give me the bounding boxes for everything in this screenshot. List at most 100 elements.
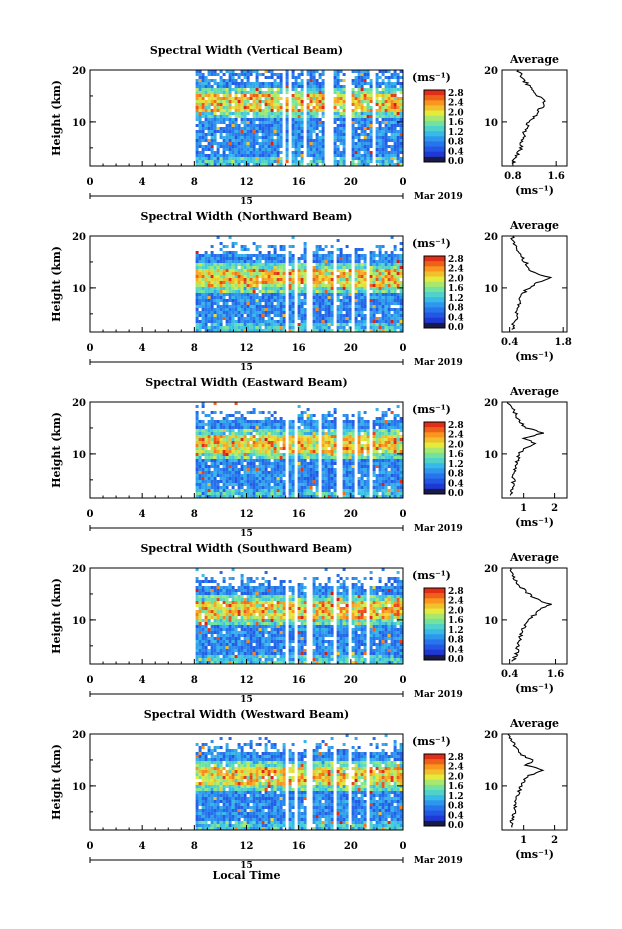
colorbar-tick-label: 1.6 xyxy=(448,284,464,294)
x-tick-label: 12 xyxy=(240,675,254,686)
colorbar xyxy=(423,753,446,827)
x-tick-label: 0 xyxy=(87,675,94,686)
colorbar-segment xyxy=(424,281,445,288)
average-line xyxy=(511,69,546,164)
day-label: 15 xyxy=(240,363,253,373)
colorbar-segment xyxy=(424,432,445,438)
colorbar-segment xyxy=(424,649,445,656)
colorbar-segment xyxy=(424,488,445,495)
colorbar xyxy=(423,255,446,329)
colorbar xyxy=(423,89,446,163)
panel-2: Spectral Width (Northward Beam) 20 10 Heigh… xyxy=(50,210,572,373)
colorbar-tick-label: 1.6 xyxy=(448,782,464,792)
average-frame xyxy=(501,69,568,167)
x-tick-label: 4 xyxy=(139,509,146,520)
panel-5: Spectral Width (Westward Beam)2010Height… xyxy=(50,708,568,871)
date-axis-ends xyxy=(89,193,404,199)
average-frame xyxy=(501,733,568,831)
date-label: Mar 2019 xyxy=(414,856,463,866)
colorbar-tick-label: 0.4 xyxy=(448,811,464,821)
colorbar-segment xyxy=(424,805,445,811)
colorbar-tick-label: 0.8 xyxy=(448,304,464,314)
colorbar-tick-label: 1.2 xyxy=(448,460,464,470)
panel-title: Spectral Width (Eastward Beam) xyxy=(145,376,347,389)
colorbar-tick-label: 0.4 xyxy=(448,313,464,323)
colorbar-tick-label: 2.8 xyxy=(448,753,464,763)
x-tick-label: 0 xyxy=(87,343,94,354)
avg-y-tick-label: 20 xyxy=(484,564,498,575)
average-unit: (ms⁻¹) xyxy=(515,350,554,363)
colorbar-segment xyxy=(424,115,445,122)
avg-y-tick-label: 20 xyxy=(484,232,498,243)
x-tick-label: 0 xyxy=(87,177,94,188)
colorbar-segment xyxy=(424,131,445,137)
avg-x-tick-label: 1 xyxy=(520,503,527,514)
date-label: Mar 2019 xyxy=(414,192,463,202)
colorbar-segment xyxy=(424,307,445,313)
colorbar-tick-label: 0.0 xyxy=(448,821,464,831)
average-profile: Average 20 10 0.4 1.6 (ms⁻¹) xyxy=(484,551,568,695)
colorbar xyxy=(423,421,446,495)
colorbar-segment xyxy=(424,779,445,786)
colorbar-segment xyxy=(424,126,445,132)
colorbar-unit: (ms⁻¹) xyxy=(412,569,451,582)
average-title: Average xyxy=(509,551,559,564)
y-tick-label: 10 xyxy=(72,616,86,627)
colorbar-segment xyxy=(424,105,445,111)
date-axis-ends xyxy=(89,691,404,697)
colorbar-tick-label: 2.8 xyxy=(448,587,464,597)
average-title: Average xyxy=(509,53,559,66)
colorbar-segment xyxy=(424,110,445,117)
colorbar-tick-label: 1.6 xyxy=(448,118,464,128)
colorbar-segment xyxy=(424,800,445,806)
colorbar-segment xyxy=(424,593,445,599)
colorbar-tick-label: 0.8 xyxy=(448,802,464,812)
average-unit: (ms⁻¹) xyxy=(515,516,554,529)
x-tick-label: 4 xyxy=(139,841,146,852)
avg-x-tick-label: 0.4 xyxy=(501,337,518,348)
y-tick-label: 20 xyxy=(72,398,86,409)
colorbar-tick-label: 1.6 xyxy=(448,450,464,460)
average-unit: (ms⁻¹) xyxy=(515,682,554,695)
x-tick-label: 0 xyxy=(400,841,407,852)
colorbar-segment xyxy=(424,795,445,801)
panel-title: Spectral Width (Vertical Beam) xyxy=(150,44,343,57)
colorbar-unit: (ms⁻¹) xyxy=(412,237,451,250)
y-tick-label: 20 xyxy=(72,564,86,575)
colorbar-segment xyxy=(424,629,445,635)
colorbar-segment xyxy=(424,427,445,433)
colorbar-tick-label: 2.8 xyxy=(448,89,464,99)
x-tick-label: 12 xyxy=(240,841,254,852)
avg-x-tick-label: 0.8 xyxy=(504,171,521,182)
date-label: Mar 2019 xyxy=(414,524,463,534)
x-tick-label: 8 xyxy=(191,841,198,852)
date-axis-ends xyxy=(89,857,404,863)
x-tick-label: 0 xyxy=(400,343,407,354)
colorbar-segment xyxy=(424,754,445,760)
avg-x-tick-label: 1 xyxy=(520,835,527,846)
x-tick-label: 16 xyxy=(292,841,306,852)
heatmap xyxy=(195,70,403,166)
panel-title: Spectral Width (Southward Beam) xyxy=(140,542,352,555)
colorbar-segment xyxy=(424,141,445,147)
colorbar-tick-label: 0.4 xyxy=(448,479,464,489)
colorbar-tick-label: 0.4 xyxy=(448,147,464,157)
panel-3: Spectral Width (Eastward Beam)2010Height… xyxy=(50,376,568,539)
y-tick-label: 20 xyxy=(72,730,86,741)
avg-y-tick-label: 10 xyxy=(484,616,498,627)
average-frame xyxy=(501,401,568,499)
colorbar-tick-label: 0.0 xyxy=(448,157,464,167)
colorbar-segment xyxy=(424,618,445,625)
average-line xyxy=(506,401,545,496)
colorbar-tick-label: 2.4 xyxy=(448,431,464,441)
colorbar-segment xyxy=(424,790,445,796)
colorbar-tick-label: 2.0 xyxy=(448,274,464,284)
colorbar-segment xyxy=(424,774,445,781)
average-frame xyxy=(501,567,568,665)
colorbar-segment xyxy=(424,820,445,827)
average-line xyxy=(509,567,552,662)
x-tick-label: 0 xyxy=(400,675,407,686)
avg-y-tick-label: 10 xyxy=(484,782,498,793)
colorbar-segment xyxy=(424,286,445,293)
